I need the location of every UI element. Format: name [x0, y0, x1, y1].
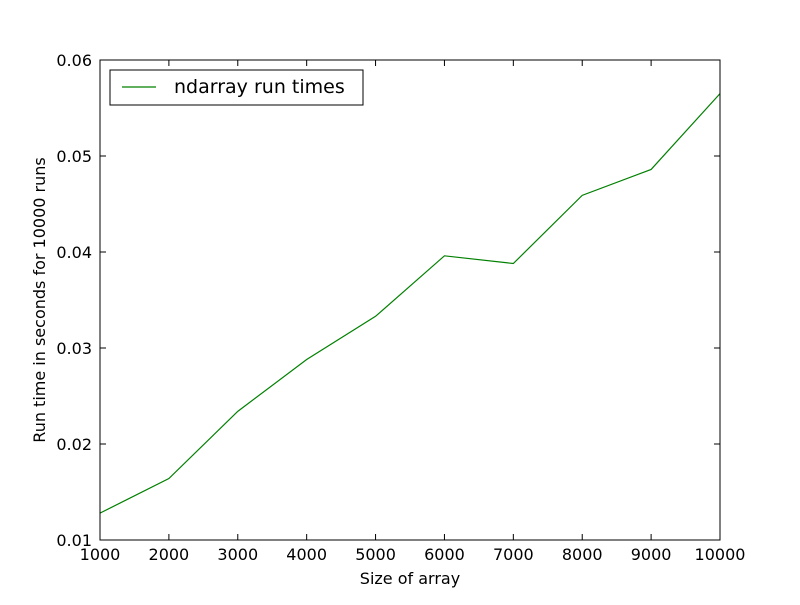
x-tick-label: 10000: [695, 545, 746, 564]
plot-frame: [99, 59, 721, 541]
y-tick-label: 0.06: [56, 51, 92, 70]
x-tick-label: 4000: [286, 545, 327, 564]
x-tick-label: 2000: [149, 545, 190, 564]
legend: ndarray run times: [109, 69, 364, 106]
series-line-0: [99, 93, 721, 514]
legend-label: ndarray run times: [174, 76, 345, 98]
x-axis-ticks: 1000 2000 3000 4000 5000 6000 7000 8000 9000 1000…: [80, 60, 746, 564]
plot-area: [100, 60, 720, 540]
y-tick-label: 0.02: [56, 435, 92, 454]
x-tick-label: 7000: [493, 545, 534, 564]
y-tick-label: 0.03: [56, 339, 92, 358]
x-axis-label: Size of array: [360, 569, 460, 588]
x-tick-label: 1000: [80, 545, 121, 564]
y-axis-ticks: 0.01 0.02 0.03 0.04 0.05 0.06: [56, 51, 720, 550]
x-tick-label: 5000: [355, 545, 396, 564]
y-tick-label: 0.04: [56, 243, 92, 262]
y-tick-label: 0.01: [56, 531, 92, 550]
x-tick-label: 3000: [217, 545, 258, 564]
y-axis-label: Run time in seconds for 10000 runs: [30, 157, 49, 442]
x-tick-label: 9000: [631, 545, 672, 564]
series-layer: [99, 93, 721, 514]
y-tick-label: 0.05: [56, 147, 92, 166]
x-tick-label: 8000: [562, 545, 603, 564]
x-tick-label: 6000: [424, 545, 465, 564]
